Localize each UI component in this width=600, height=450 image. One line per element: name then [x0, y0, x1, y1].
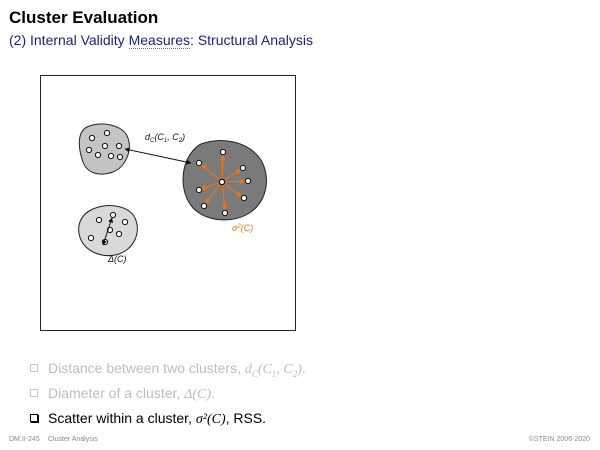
data-point [107, 152, 115, 160]
bullet-math: σ²(C) [195, 412, 226, 427]
data-point [94, 151, 102, 159]
data-point [85, 146, 93, 154]
data-point [219, 148, 227, 156]
data-point [240, 194, 248, 202]
data-point [101, 142, 109, 150]
diameter-arrow [102, 217, 113, 246]
bullet-text: Distance between two clusters, [48, 360, 245, 376]
bullet-math: dC(C1, C2) [244, 362, 302, 379]
scatter-arrow [221, 178, 246, 185]
scatter-arrow [200, 163, 223, 183]
cluster-diagram-svg: dC(C1, C2) σ2(C) Δ(C) [78, 123, 267, 264]
scatter-arrow [204, 181, 223, 205]
data-point [121, 218, 129, 226]
bullet-tail: , RSS. [225, 410, 267, 426]
data-point [195, 159, 203, 167]
measures-link[interactable]: Measures [128, 32, 191, 49]
scatter-arrow [221, 168, 242, 183]
bullet-marker-icon [30, 364, 38, 372]
data-point [116, 153, 124, 161]
scatter-label: σ2(C) [232, 223, 253, 233]
cluster-figure: dC(C1, C2) σ2(C) Δ(C) [40, 75, 296, 331]
data-point [115, 230, 123, 238]
diameter-label: Δ(C) [107, 254, 127, 264]
cluster-top-left-points [85, 129, 124, 161]
scatter-arrows [200, 154, 246, 211]
data-point [115, 142, 123, 150]
data-point [221, 209, 229, 217]
footer-copyright: ©STEIN 2006-2020 [528, 436, 590, 443]
bullet-marker-icon [30, 389, 38, 397]
data-point [87, 234, 95, 242]
bullet-distance: Distance between two clusters, dC(C1, C2… [30, 358, 306, 383]
footer-page: DM:II-245 [9, 436, 40, 443]
scatter-arrow [219, 154, 226, 183]
cluster-right-points [195, 148, 252, 217]
data-point [109, 211, 117, 219]
footer-section: Cluster Analysis [48, 436, 98, 443]
subtitle-suffix: : Structural Analysis [190, 32, 313, 48]
bullet-scatter: Scatter within a cluster, σ²(C), RSS. [30, 408, 306, 433]
bullet-marker-icon [30, 414, 38, 422]
data-point [88, 134, 96, 142]
bullet-tail: . [211, 385, 215, 401]
cluster-centroid [218, 178, 226, 186]
distance-label: dC(C1, C2) [145, 132, 185, 144]
data-point [200, 202, 208, 210]
bullet-text: Scatter within a cluster, [48, 410, 196, 426]
scatter-arrow [200, 181, 223, 191]
data-point [239, 164, 247, 172]
bullet-list: Distance between two clusters, dC(C1, C2… [30, 358, 306, 433]
slide-subtitle: (2) Internal Validity Measures: Structur… [9, 32, 313, 49]
bullet-math: Δ(C) [184, 387, 212, 402]
scatter-arrow [221, 181, 243, 198]
bullet-diameter: Diameter of a cluster, Δ(C). [30, 383, 306, 408]
data-point [244, 177, 252, 185]
data-point [95, 216, 103, 224]
distance-arrow [124, 147, 192, 165]
data-point [195, 186, 203, 194]
subtitle-prefix: (2) Internal Validity [9, 32, 129, 48]
bullet-tail: . [301, 360, 306, 376]
data-point [103, 129, 111, 137]
bullet-text: Diameter of a cluster, [48, 385, 185, 401]
scatter-arrow [221, 181, 228, 211]
slide-title: Cluster Evaluation [9, 8, 159, 27]
